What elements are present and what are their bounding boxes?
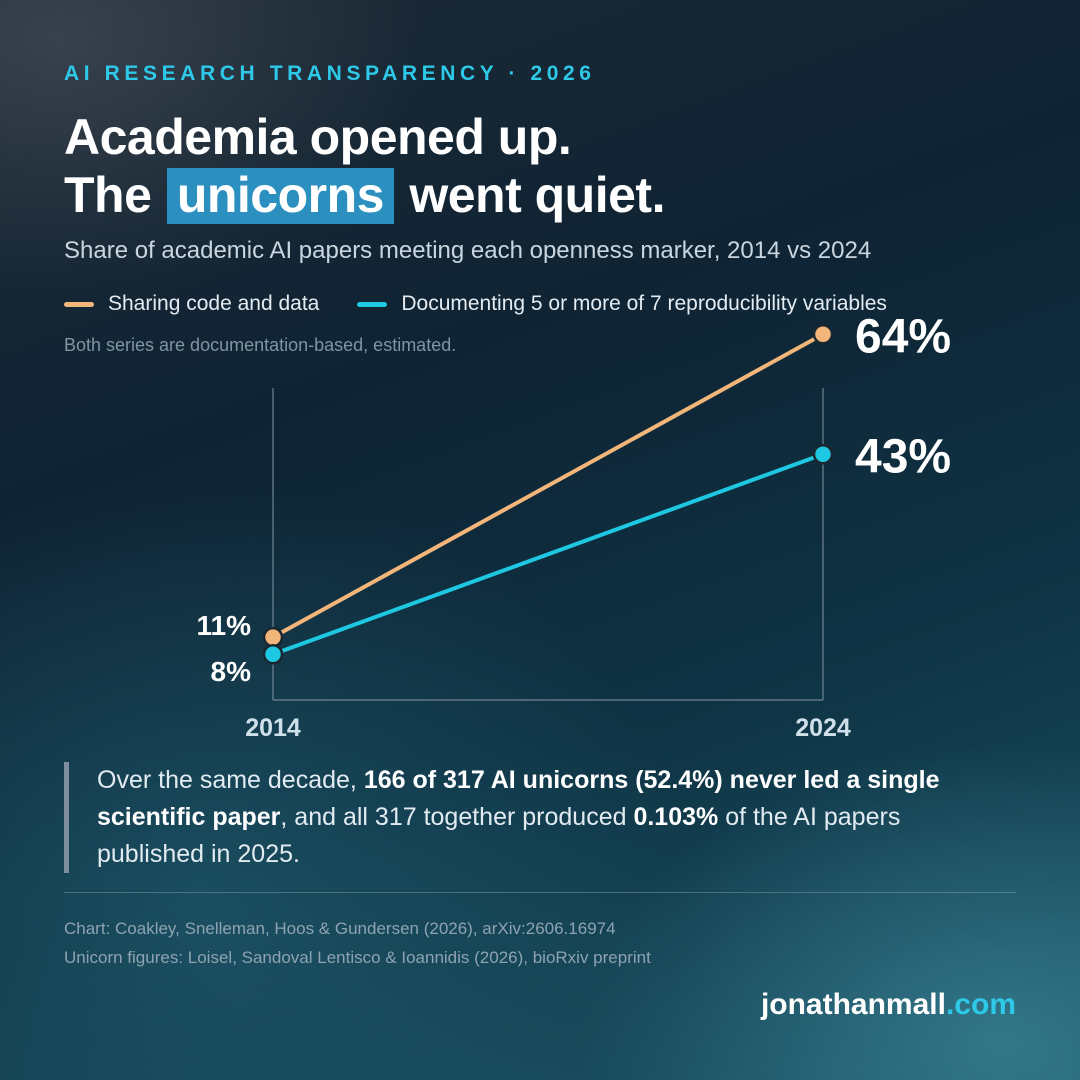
point-reproducibility-2024 [812, 444, 834, 465]
chart-legend: Sharing code and data Documenting 5 or m… [64, 292, 925, 316]
legend-item-reproducibility: Documenting 5 or more of 7 reproducibili… [357, 292, 887, 316]
headline-line-2-post: went quiet. [409, 167, 665, 223]
series-line-code-data [271, 332, 825, 640]
data-label-code-data-2014: 11% [197, 610, 252, 641]
source-credits: Chart: Coakley, Snelleman, Hoos & Gunder… [64, 914, 684, 972]
point-reproducibility-2014 [262, 644, 284, 665]
brand-link[interactable]: jonathanmall.com [761, 988, 1016, 1022]
brand-name: jonathanmall [760, 988, 946, 1021]
legend-label-reproducibility: Documenting 5 or more of 7 reproducibili… [401, 292, 887, 315]
chart-subtitle: Share of academic AI papers meeting each… [64, 237, 872, 264]
credit-chart: Chart: Coakley, Snelleman, Hoos & Gunder… [64, 919, 616, 938]
callout-text-1: Over the same decade, [97, 766, 364, 794]
legend-swatch-code-data [64, 301, 94, 307]
point-code-data-2014 [262, 626, 284, 648]
headline-line-1: Academia opened up. [64, 109, 572, 165]
brand-tld: .com [945, 988, 1016, 1021]
data-label-reproducibility-2014: 8% [211, 656, 252, 687]
legend-item-code-data: Sharing code and data [64, 292, 319, 316]
point-code-data-2024 [812, 324, 834, 345]
callout-text-2: , and all 317 together produced [280, 803, 634, 831]
slope-chart: 2014 2024 11% 64% 8% 43% [197, 310, 952, 742]
callout-quote: Over the same decade, 166 of 317 AI unic… [64, 762, 997, 873]
credit-unicorns: Unicorn figures: Loisel, Sandoval Lentis… [64, 948, 651, 967]
kicker: AI RESEARCH TRANSPARENCY · 2026 [64, 62, 596, 85]
callout-text-3: of the AI papers published in 2025. [97, 803, 901, 868]
x-tick-2024: 2024 [795, 714, 851, 742]
x-tick-2014: 2014 [245, 714, 301, 742]
data-label-code-data-2024: 64% [855, 310, 951, 363]
legend-label-code-data: Sharing code and data [108, 292, 320, 315]
headline-line-2-pre: The [64, 167, 152, 223]
headline-highlight: unicorns [166, 168, 394, 224]
data-label-reproducibility-2024: 43% [855, 430, 951, 483]
series-line-reproducibility [271, 452, 825, 657]
series-layer: 11% 64% 8% 43% [197, 310, 952, 687]
headline: Academia opened up. The unicorns went qu… [64, 108, 665, 224]
callout-bold-1: 166 of 317 AI unicorns (52.4%) never led… [97, 766, 940, 831]
callout-bold-2: 0.103% [633, 803, 719, 831]
chart-note: Both series are documentation-based, est… [64, 335, 457, 355]
footer-divider [64, 892, 1016, 893]
legend-swatch-reproducibility [357, 301, 388, 307]
